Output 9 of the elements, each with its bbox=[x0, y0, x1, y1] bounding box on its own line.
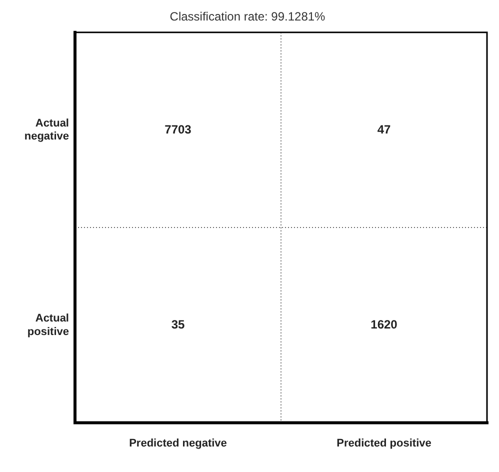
data-label: 47 bbox=[377, 122, 391, 136]
y-tick-label: Actual positive bbox=[27, 312, 69, 338]
data-label: 1620 bbox=[370, 318, 398, 332]
data-label: 35 bbox=[171, 318, 185, 332]
y-tick-label: Actual negative bbox=[24, 117, 69, 143]
x-tick-label: Predicted positive bbox=[336, 437, 432, 450]
x-tick-label: Predicted negative bbox=[129, 437, 227, 450]
chart-title: Classification rate: 99.1281% bbox=[170, 10, 326, 24]
data-label: 7703 bbox=[164, 122, 192, 136]
